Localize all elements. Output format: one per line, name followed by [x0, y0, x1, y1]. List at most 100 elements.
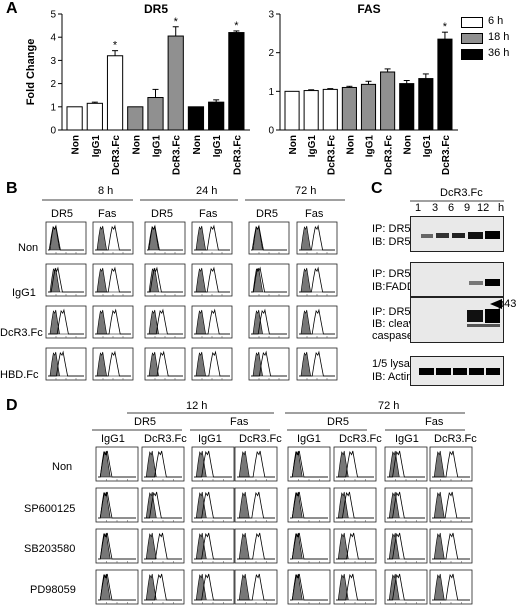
- bar: [399, 83, 415, 131]
- x-tick-label: IgG1: [152, 135, 163, 158]
- sample-histogram: [144, 450, 182, 478]
- sample-histogram: [48, 266, 84, 293]
- receptor-label: DR5: [327, 416, 350, 428]
- x-tick-label: IgG1: [212, 135, 223, 158]
- treatment-label: DcR3.Fc: [144, 433, 187, 445]
- sample-histogram: [95, 224, 131, 251]
- bar: [187, 106, 205, 131]
- row-label: SB203580: [24, 543, 76, 555]
- panel-label-d: D: [6, 397, 18, 414]
- timepoint-label: 8 h: [98, 185, 114, 197]
- receptor-label: Fas: [98, 208, 117, 220]
- y-tick-label: 2: [268, 48, 274, 59]
- sample-histogram: [194, 450, 232, 478]
- panel-label-b: B: [6, 180, 18, 197]
- sample-histogram: [147, 224, 183, 251]
- treatment-label: DcR3.Fc: [339, 433, 382, 445]
- x-tick-label: DcR3.Fc: [172, 135, 183, 175]
- control-histogram: [432, 532, 470, 560]
- sample-histogram: [290, 573, 328, 601]
- control-histogram: [299, 309, 335, 335]
- y-tick-label: 4: [50, 33, 56, 44]
- sample-histogram: [144, 491, 182, 519]
- sample-histogram: [299, 224, 335, 251]
- control-histogram: [95, 351, 131, 377]
- panel-c-western-blot: DcR3.Fc 1 3 6 9 12 h IP: DR5 IB: DR5 IP:…: [368, 180, 520, 395]
- control-histogram: [432, 450, 470, 478]
- control-histogram: [95, 225, 131, 251]
- timepoint-label: 12 h: [186, 400, 208, 412]
- dr5-bar-chart: DR5 0 1 2 3 4 5 Fold Change Non IgG1 * DcR3.Fc Non Ig…: [25, 2, 250, 175]
- lane-label: 6: [448, 202, 455, 214]
- panel-b-flow-grid: 8 h 24 h 72 h DR5 Fas DR5 Fas DR5 Fas No…: [0, 180, 370, 395]
- bar: [360, 83, 377, 131]
- blot-label-line: IP: DR5: [372, 306, 411, 318]
- sample-histogram: [95, 350, 131, 377]
- timepoint-label: 72 h: [378, 400, 400, 412]
- control-histogram: [299, 351, 335, 377]
- lane-label: 9: [464, 202, 471, 214]
- row-label: DcR3.Fc: [0, 327, 43, 339]
- panel-label-c: C: [371, 180, 383, 197]
- blot-actin: [410, 356, 504, 386]
- bar: [66, 106, 83, 131]
- sample-histogram: [98, 450, 136, 478]
- sample-histogram: [387, 573, 425, 601]
- receptor-label: DR5: [51, 208, 74, 220]
- legend-label: 6 h: [488, 15, 504, 27]
- significance-star: *: [174, 16, 179, 28]
- sample-histogram: [432, 491, 470, 519]
- sample-histogram: [251, 350, 287, 377]
- sample-histogram: [432, 532, 470, 560]
- chart-title: DR5: [144, 2, 168, 16]
- receptor-label: Fas: [305, 208, 324, 220]
- blot-header-line: [410, 200, 504, 202]
- sample-histogram: [144, 573, 182, 601]
- control-histogram: [95, 309, 131, 335]
- lane-unit: h: [498, 202, 505, 214]
- control-histogram: [237, 573, 275, 601]
- bar: [167, 35, 184, 131]
- y-tick-label: 1: [50, 102, 56, 113]
- x-tick-label: DcR3.Fc: [111, 135, 122, 175]
- row-label: Non: [52, 461, 73, 473]
- row-label: HBD.Fc: [0, 369, 39, 381]
- control-histogram: [194, 309, 230, 335]
- receptor-label: DR5: [256, 208, 279, 220]
- bar: [418, 78, 434, 131]
- receptor-label: DR5: [151, 208, 174, 220]
- legend-swatch-6h: [461, 17, 483, 28]
- sample-histogram: [48, 308, 84, 335]
- sample-histogram: [48, 350, 84, 377]
- sample-histogram: [194, 491, 232, 519]
- bar: [303, 90, 319, 131]
- x-tick-label: Non: [288, 135, 299, 154]
- receptor-label: DR5: [134, 416, 157, 428]
- x-tick-label: IgG1: [365, 135, 376, 158]
- sample-histogram: [194, 532, 232, 560]
- sample-histogram: [48, 224, 84, 251]
- timepoint-label: 24 h: [196, 185, 218, 197]
- sample-histogram: [251, 308, 287, 335]
- receptor-label: Fas: [199, 208, 218, 220]
- sample-histogram: [432, 450, 470, 478]
- panel-d-flow-grid: 12 h 72 h DR5 Fas DR5 Fas IgG1 DcR3.Fc I…: [0, 397, 520, 610]
- blot-label-line: IP: DR5: [372, 268, 411, 280]
- arrow-left-icon: [490, 299, 502, 309]
- y-tick-label: 0: [268, 126, 274, 137]
- sample-histogram: [194, 350, 230, 377]
- receptor-label: Fas: [230, 416, 249, 428]
- y-tick-label: 3: [268, 10, 274, 21]
- sample-histogram: [144, 532, 182, 560]
- legend-label: 18 h: [488, 31, 510, 43]
- x-tick-label: IgG1: [307, 135, 318, 158]
- legend-item: 6 h: [461, 15, 519, 28]
- bar: [86, 102, 103, 131]
- timepoint-label: 72 h: [295, 185, 317, 197]
- bar: [147, 97, 164, 131]
- control-histogram: [95, 267, 131, 293]
- sample-histogram: [336, 573, 374, 601]
- x-tick-label: Non: [192, 135, 203, 154]
- row-label: Non: [18, 242, 39, 254]
- blot-cleaved-caspase-8: [410, 297, 504, 343]
